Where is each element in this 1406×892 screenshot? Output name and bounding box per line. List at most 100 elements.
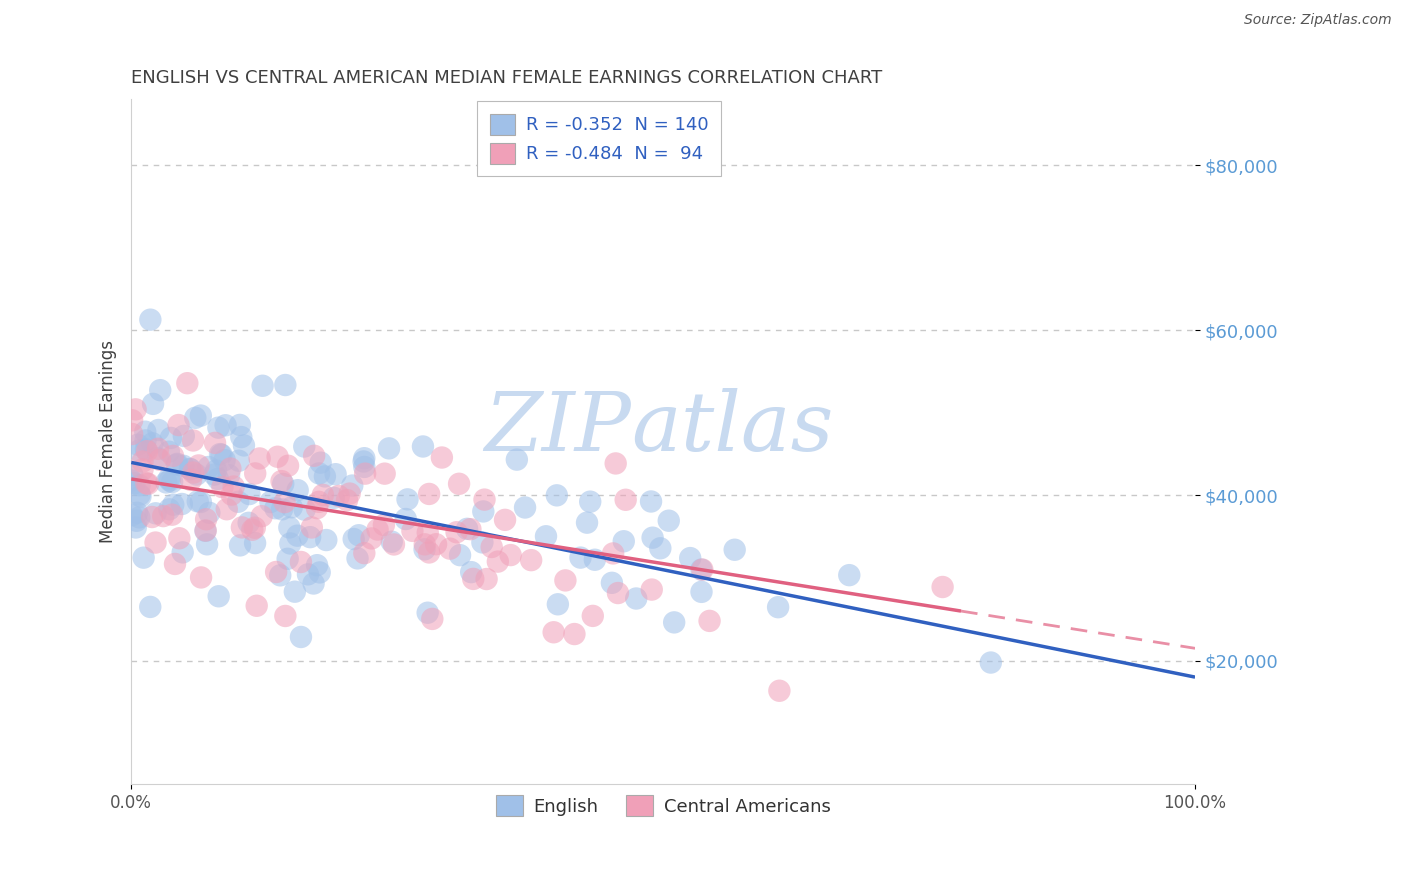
Point	[173, 429, 195, 443]
Point	[170, 497, 193, 511]
Point	[602, 546, 624, 560]
Point	[346, 551, 368, 566]
Point	[136, 476, 159, 491]
Point	[381, 534, 404, 549]
Point	[157, 472, 180, 486]
Point	[128, 488, 150, 502]
Point	[425, 537, 447, 551]
Point	[768, 683, 790, 698]
Point	[307, 558, 329, 573]
Point	[160, 475, 183, 489]
Point	[181, 466, 204, 480]
Text: atlas: atlas	[631, 388, 834, 468]
Point	[124, 402, 146, 417]
Point	[238, 487, 260, 501]
Point	[134, 425, 156, 439]
Point	[439, 541, 461, 556]
Point	[172, 458, 194, 473]
Point	[325, 467, 347, 482]
Y-axis label: Median Female Earnings: Median Female Earnings	[100, 341, 117, 543]
Point	[215, 502, 238, 516]
Point	[605, 457, 627, 471]
Point	[534, 529, 557, 543]
Point	[190, 570, 212, 584]
Point	[322, 491, 344, 505]
Point	[294, 502, 316, 516]
Point	[136, 444, 159, 458]
Point	[579, 494, 602, 508]
Point	[274, 609, 297, 624]
Point	[378, 442, 401, 456]
Point	[342, 478, 364, 492]
Point	[211, 480, 233, 494]
Point	[360, 532, 382, 546]
Point	[474, 492, 496, 507]
Point	[169, 531, 191, 545]
Point	[125, 520, 148, 534]
Point	[190, 409, 212, 423]
Point	[184, 410, 207, 425]
Point	[494, 513, 516, 527]
Point	[456, 522, 478, 536]
Point	[547, 597, 569, 611]
Point	[128, 443, 150, 458]
Point	[449, 548, 471, 562]
Point	[149, 383, 172, 397]
Point	[607, 586, 630, 600]
Point	[626, 591, 648, 606]
Point	[273, 495, 295, 509]
Text: ENGLISH VS CENTRAL AMERICAN MEDIAN FEMALE EARNINGS CORRELATION CHART: ENGLISH VS CENTRAL AMERICAN MEDIAN FEMAL…	[131, 69, 883, 87]
Point	[418, 487, 440, 501]
Point	[931, 580, 953, 594]
Text: Source: ZipAtlas.com: Source: ZipAtlas.com	[1244, 13, 1392, 28]
Point	[139, 599, 162, 614]
Point	[221, 487, 243, 501]
Point	[160, 508, 183, 522]
Point	[195, 512, 218, 526]
Point	[302, 576, 325, 591]
Point	[278, 536, 301, 550]
Point	[699, 614, 721, 628]
Point	[179, 462, 201, 476]
Point	[190, 495, 212, 509]
Point	[328, 489, 350, 503]
Point	[724, 542, 747, 557]
Point	[305, 501, 328, 516]
Point	[135, 442, 157, 457]
Point	[564, 627, 586, 641]
Point	[208, 447, 231, 461]
Point	[449, 476, 471, 491]
Point	[486, 555, 509, 569]
Point	[766, 600, 789, 615]
Point	[336, 493, 359, 508]
Text: ZIP: ZIP	[484, 388, 631, 468]
Point	[308, 566, 330, 580]
Point	[148, 423, 170, 437]
Point	[287, 483, 309, 498]
Point	[640, 494, 662, 508]
Point	[274, 378, 297, 392]
Point	[302, 449, 325, 463]
Point	[228, 454, 250, 468]
Point	[269, 568, 291, 582]
Point	[416, 606, 439, 620]
Point	[214, 418, 236, 433]
Legend: English, Central Americans: English, Central Americans	[488, 788, 838, 823]
Point	[204, 436, 226, 450]
Point	[157, 444, 180, 458]
Point	[271, 477, 294, 491]
Point	[446, 525, 468, 540]
Point	[312, 488, 335, 502]
Point	[145, 535, 167, 549]
Point	[229, 417, 252, 432]
Point	[543, 625, 565, 640]
Point	[460, 565, 482, 579]
Point	[259, 495, 281, 509]
Point	[194, 524, 217, 538]
Point	[664, 615, 686, 630]
Point	[124, 476, 146, 491]
Point	[135, 476, 157, 491]
Point	[127, 438, 149, 452]
Point	[149, 452, 172, 467]
Point	[198, 506, 221, 520]
